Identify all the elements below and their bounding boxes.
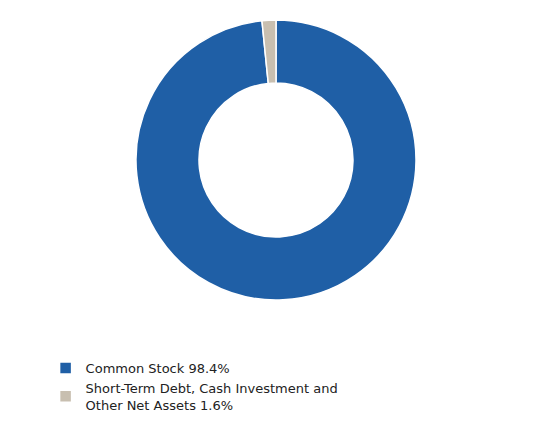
svg-text:Common Stock 98.4%: Common Stock 98.4% (86, 361, 230, 376)
svg-text:Short-Term Debt, Cash Investme: Short-Term Debt, Cash Investment andOthe… (86, 381, 338, 413)
